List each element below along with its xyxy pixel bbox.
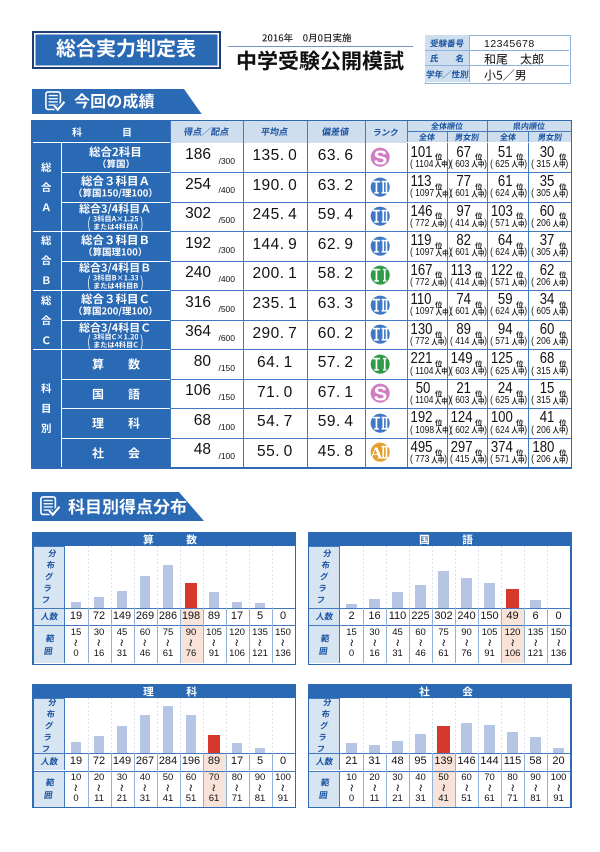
svg-text:S: S — [374, 384, 388, 404]
svg-text:A: A — [370, 444, 383, 463]
svg-text:S: S — [374, 148, 388, 168]
